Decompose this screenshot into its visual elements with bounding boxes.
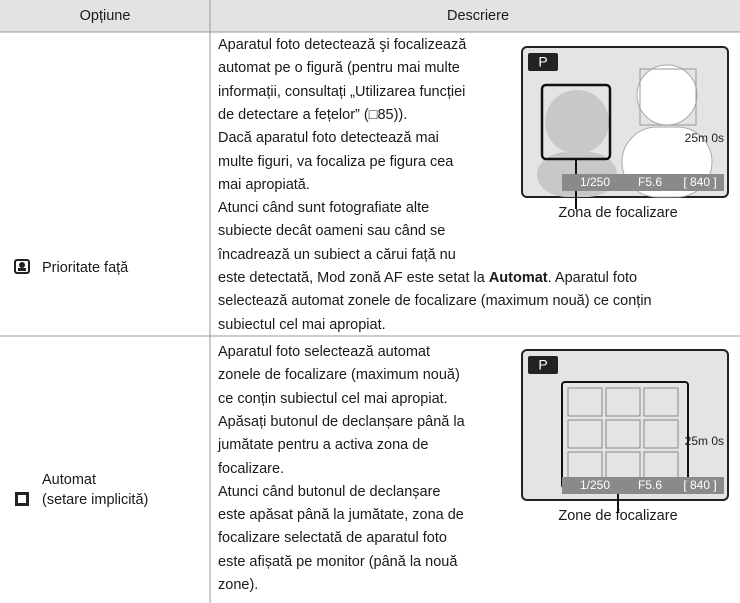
description-line: este apăsat până la jumătate, zona de (218, 507, 464, 524)
header-option: Opțiune (79, 8, 131, 24)
focus-area (643, 387, 679, 417)
description-line: subiectul cel mai apropiat. (218, 316, 386, 333)
focus-area (567, 419, 603, 449)
description-line: subiecte decât oameni sau când se (218, 223, 446, 240)
focus-area (567, 387, 603, 417)
focus-area (605, 419, 641, 449)
shutter-speed: 1/250 (580, 175, 610, 189)
figure-label: Zona de focalizare (558, 205, 678, 221)
time-remaining: 25m 0s (685, 131, 724, 145)
description-line: Apăsați butonul de declanșare până la (218, 413, 465, 430)
header-background (0, 0, 740, 32)
description-line: Atunci când sunt fotografiate alte (218, 200, 430, 217)
face-silhouette (545, 90, 609, 154)
description-line: selectează automat zonele de focalizare … (218, 293, 652, 310)
description-line: zonele de focalizare (maximum nouă) (218, 367, 460, 384)
text-run: Automat (488, 270, 548, 286)
auto-icon (15, 492, 29, 506)
face-priority-icon (14, 259, 30, 274)
status-bar (562, 477, 724, 494)
text-run: . Aparatul foto (547, 270, 638, 286)
description-line: încadrează un subiect a cărui față nu (218, 246, 456, 263)
focus-area (643, 419, 679, 449)
face-silhouette (636, 64, 698, 126)
description-line: focalizare. (218, 460, 285, 477)
header-description: Descriere (446, 8, 510, 24)
focus-area (605, 387, 641, 417)
time-remaining: 25m 0s (685, 434, 724, 448)
exposures-remaining: [ 840 ] (683, 478, 716, 492)
description-line: Atunci când butonul de declanșare (218, 483, 441, 500)
description-line: multe figuri, va focaliza pe figura cea (218, 153, 454, 170)
description-line: Aparatul foto detectează şi focalizează (218, 37, 467, 53)
shutter-speed: 1/250 (580, 478, 610, 492)
description-line: ce conțin subiectul cel mai apropiat. (218, 390, 448, 407)
description-line: Aparatul foto selectează automat (218, 344, 430, 360)
text-run: este detectată, Mod zonă AF este setat l… (218, 270, 489, 286)
description-line: este afișată pe monitor (până la nouă (218, 553, 458, 570)
description-line: mai apropiată. (218, 176, 310, 193)
aperture: F5.6 (638, 478, 662, 492)
mode-label: P (538, 357, 547, 373)
option-label: (setare implicită) (42, 492, 149, 508)
status-bar (562, 174, 724, 191)
mode-box (528, 53, 558, 71)
mode-box (528, 356, 558, 374)
option-label: Automat (42, 472, 96, 488)
option-label: Prioritate față (42, 260, 129, 276)
exposures-remaining: [ 840 ] (683, 175, 716, 189)
figure-label: Zone de focalizare (558, 508, 678, 524)
aperture: F5.6 (638, 175, 662, 189)
description-line: informații, consultați „Utilizarea funcț… (218, 83, 466, 100)
description-line: automat pe o figură (pentru mai multe (218, 60, 460, 77)
description-line: este detectată, Mod zonă AF este setat l… (218, 269, 637, 287)
description-line: focalizare selectată de aparatul foto (218, 530, 447, 547)
face-frame (639, 68, 697, 126)
description-line: zone). (218, 577, 259, 593)
description-line: de detectare a fețelor” (□85)). (218, 106, 408, 123)
mode-label: P (538, 54, 547, 70)
description-line: Dacă aparatul foto detectează mai (218, 130, 439, 147)
description-line: jumătate pentru a activa zona de (218, 437, 429, 454)
